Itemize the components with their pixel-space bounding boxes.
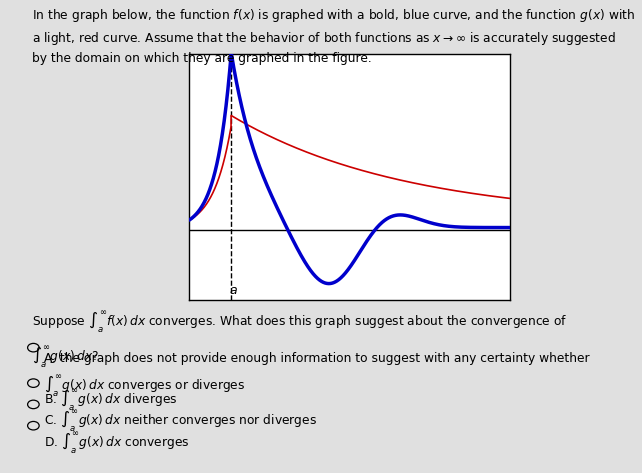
Text: Suppose $\int_a^{\infty} f(x)\,dx$ converges. What does this graph suggest about: Suppose $\int_a^{\infty} f(x)\,dx$ conve… — [32, 310, 568, 371]
Text: A. the graph does not provide enough information to suggest with any certainty w: A. the graph does not provide enough inf… — [44, 352, 589, 400]
Text: a: a — [230, 284, 237, 297]
Text: B. $\int_a^{\infty} g(x)\,dx$ diverges: B. $\int_a^{\infty} g(x)\,dx$ diverges — [44, 388, 177, 414]
Text: C. $\int_a^{\infty} g(x)\,dx$ neither converges nor diverges: C. $\int_a^{\infty} g(x)\,dx$ neither co… — [44, 409, 317, 435]
Text: D. $\int_a^{\infty} g(x)\,dx$ converges: D. $\int_a^{\infty} g(x)\,dx$ converges — [44, 430, 189, 456]
Text: In the graph below, the function $f(x)$ is graphed with a bold, blue curve, and : In the graph below, the function $f(x)$ … — [32, 7, 635, 65]
